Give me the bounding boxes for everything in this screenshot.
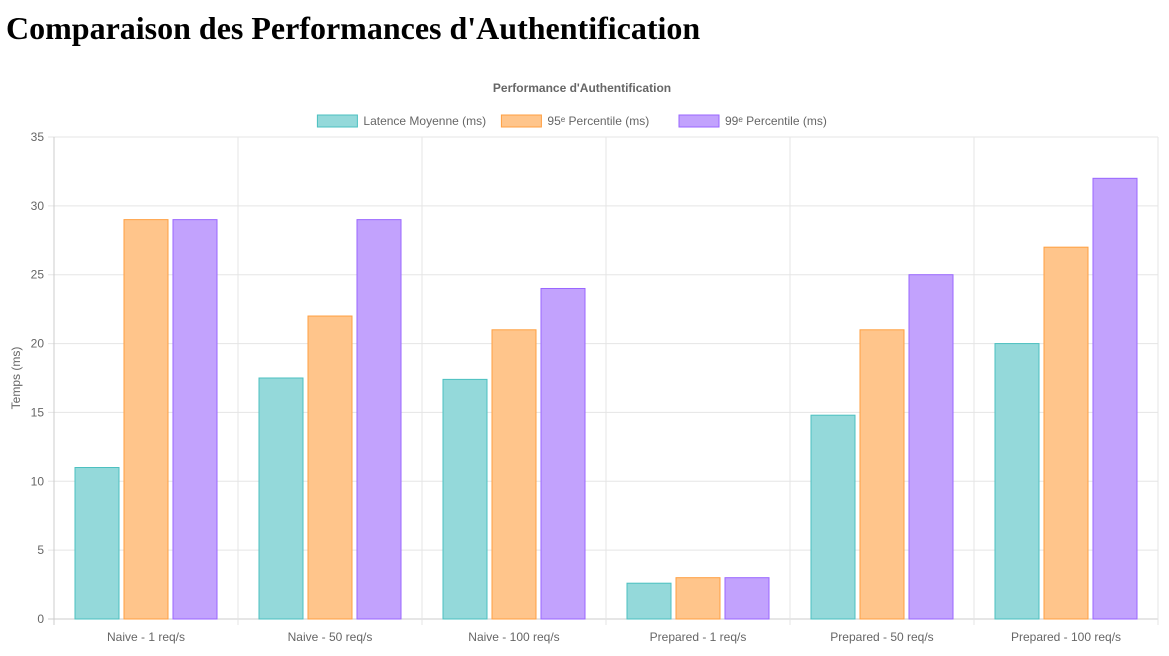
legend-swatch <box>316 114 358 128</box>
x-tick-label: Naive - 50 req/s <box>288 630 373 644</box>
y-tick-label: 15 <box>31 405 45 419</box>
chart-bars <box>74 177 1138 620</box>
bar <box>307 315 353 620</box>
bar <box>724 577 770 620</box>
x-tick-label: Prepared - 50 req/s <box>830 630 933 644</box>
legend-swatch <box>500 114 542 128</box>
y-tick-label: 10 <box>31 474 45 488</box>
bar <box>1092 177 1138 620</box>
y-tick-label: 35 <box>31 130 45 144</box>
bar <box>442 378 488 620</box>
bar <box>123 219 169 620</box>
bar <box>675 577 721 620</box>
bar <box>74 467 120 620</box>
x-axis: Naive - 1 req/s Naive - 50 req/s Naive - 1… <box>107 630 1121 644</box>
page-title: Comparaison des Performances d'Authentif… <box>6 10 701 46</box>
chart-title: Performance d'Authentification <box>493 81 671 95</box>
bar <box>356 219 402 620</box>
y-tick-label: 20 <box>31 337 45 351</box>
bar <box>258 377 304 620</box>
bar <box>172 219 218 620</box>
y-tick-label: 30 <box>31 199 45 213</box>
x-tick-label: Naive - 1 req/s <box>107 630 185 644</box>
bar <box>859 329 905 620</box>
bar <box>908 274 954 620</box>
legend-label: 99ᵉ Percentile (ms) <box>725 114 827 128</box>
bar <box>810 414 856 620</box>
y-tick-label: 0 <box>37 612 44 626</box>
bar <box>1043 246 1089 620</box>
x-tick-label: Naive - 100 req/s <box>468 630 559 644</box>
bar <box>626 582 672 620</box>
y-tick-label: 5 <box>37 543 44 557</box>
legend-item[interactable]: 95ᵉ Percentile (ms) <box>500 114 649 128</box>
legend-label: 95ᵉ Percentile (ms) <box>547 114 649 128</box>
bar <box>994 343 1040 620</box>
bar <box>491 329 537 620</box>
bar <box>540 287 586 620</box>
legend-item[interactable]: 99ᵉ Percentile (ms) <box>678 114 827 128</box>
chart-grid <box>48 136 1159 625</box>
y-tick-label: 25 <box>31 268 45 282</box>
legend-swatch <box>678 114 720 128</box>
legend-item[interactable]: Latence Moyenne (ms) <box>316 114 486 128</box>
x-tick-label: Prepared - 100 req/s <box>1011 630 1121 644</box>
y-axis: 0 5 10 15 20 25 30 35 <box>31 130 45 626</box>
x-tick-label: Prepared - 1 req/s <box>650 630 747 644</box>
chart-legend: Latence Moyenne (ms) 95ᵉ Percentile (ms) 9… <box>316 114 827 128</box>
y-axis-title: Temps (ms) <box>9 347 23 410</box>
legend-label: Latence Moyenne (ms) <box>363 114 486 128</box>
